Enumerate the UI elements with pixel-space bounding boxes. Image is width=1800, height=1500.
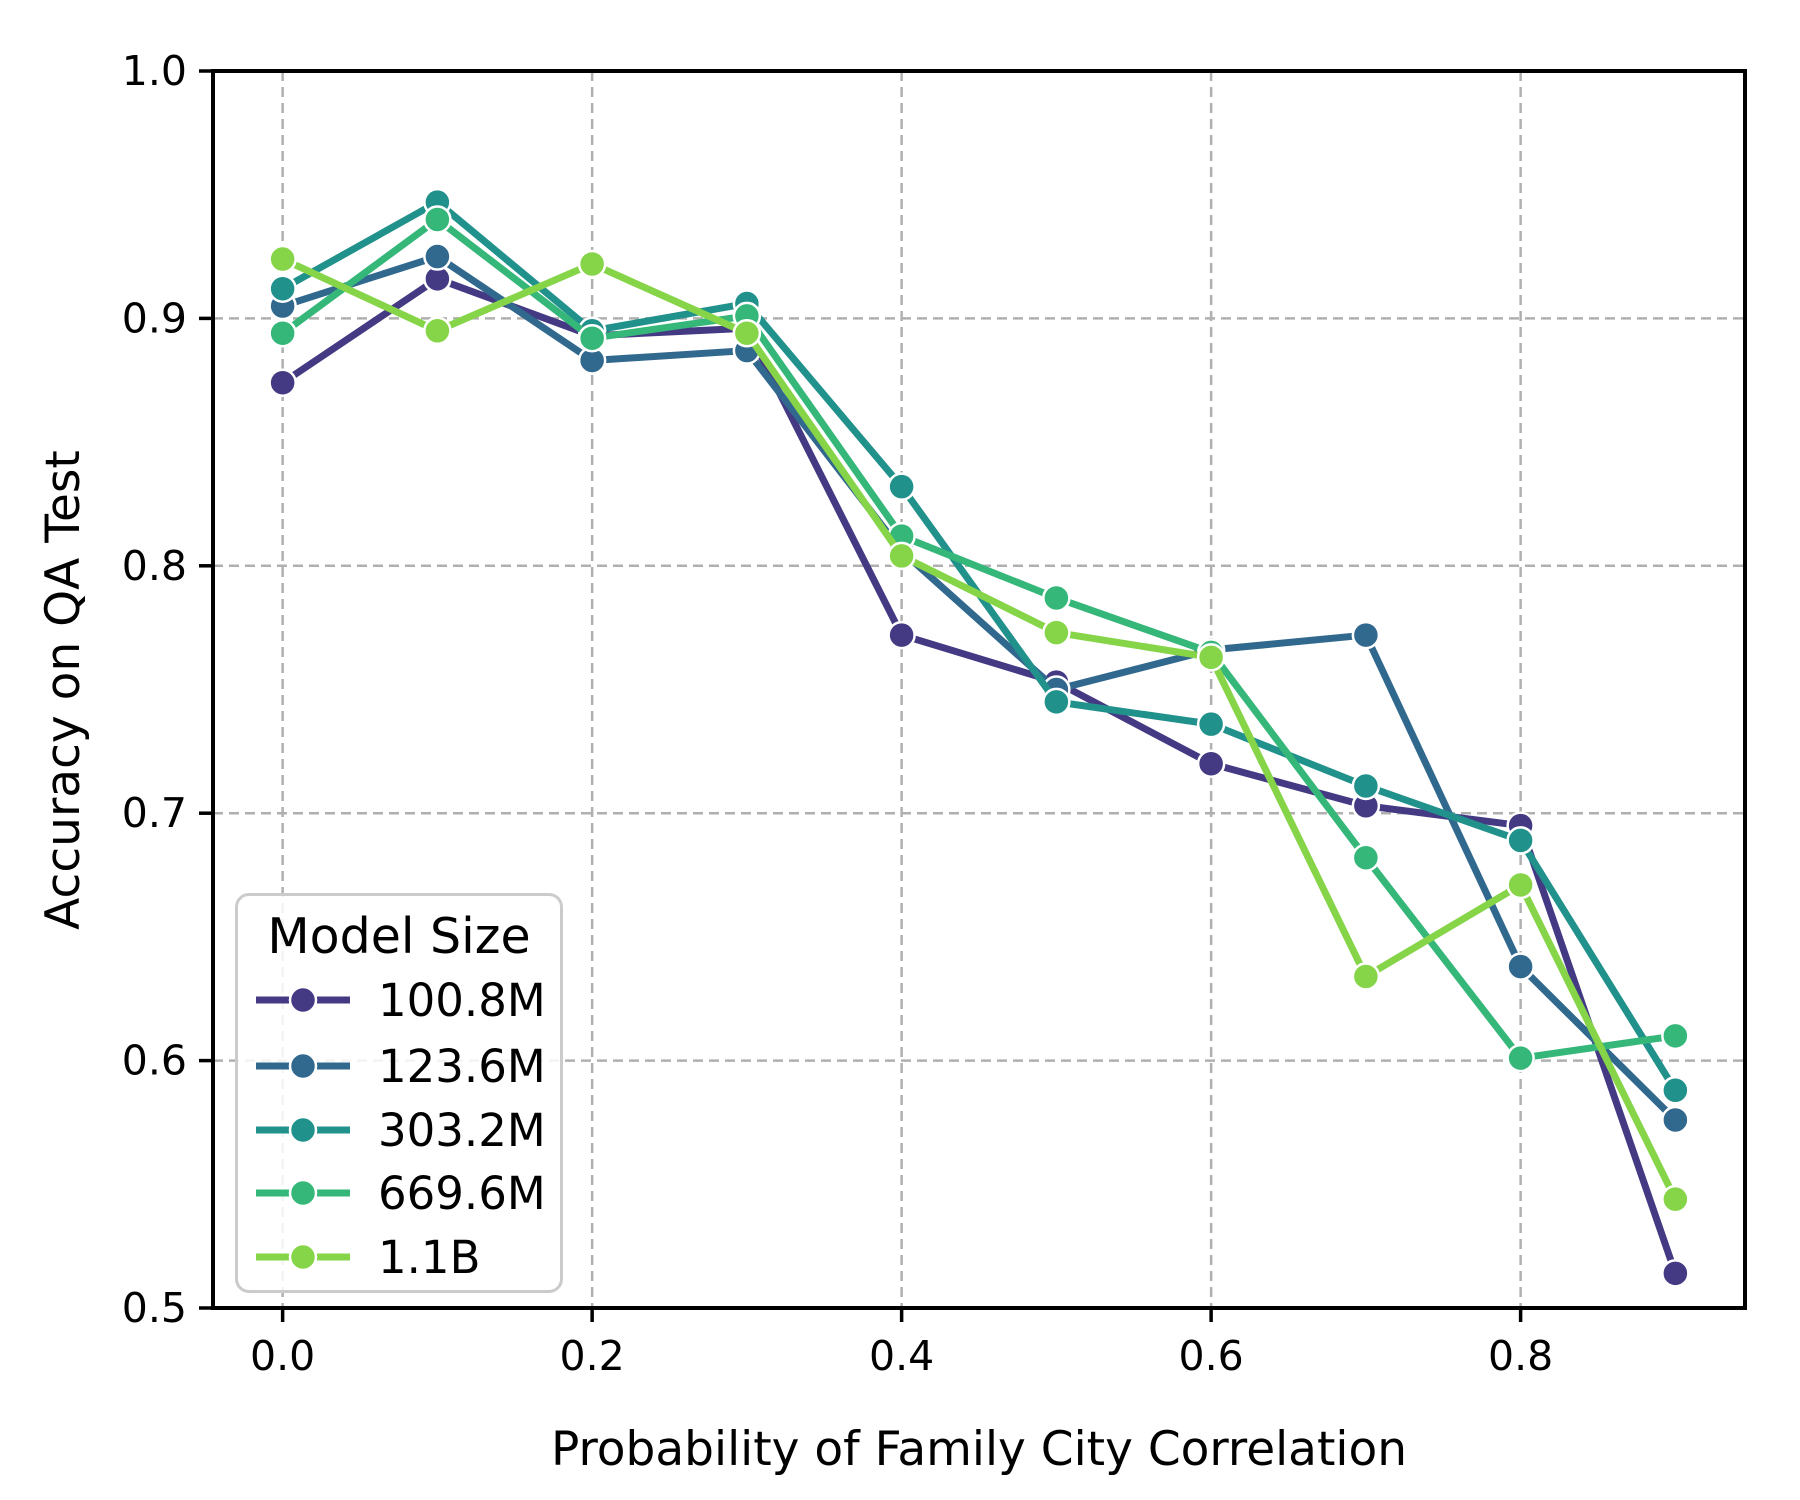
data-point: [1661, 1105, 1690, 1135]
legend-label: 123.6M: [378, 1039, 546, 1093]
data-point: [1506, 952, 1535, 981]
legend-marker-icon: [256, 1178, 350, 1208]
data-point: [1506, 1043, 1535, 1073]
legend-label: 669.6M: [378, 1166, 546, 1220]
ticks: [199, 69, 1523, 1322]
data-point: [423, 242, 452, 271]
y-tick-label: 1.0: [122, 47, 187, 95]
data-point: [1506, 826, 1535, 855]
x-tick-label: 0.0: [250, 1332, 315, 1380]
data-point: [268, 318, 297, 348]
data-point: [1351, 962, 1381, 991]
series-669.6M: [268, 205, 1690, 1073]
y-tick-label: 0.6: [122, 1037, 187, 1085]
y-tick-label: 0.9: [122, 294, 187, 342]
data-point: [268, 244, 297, 274]
y-tick-label: 0.8: [122, 542, 187, 590]
data-point: [887, 620, 916, 650]
data-point: [1196, 709, 1226, 739]
x-tick-label: 0.4: [869, 1332, 934, 1380]
legend-item-123.6M: 123.6M: [254, 1034, 546, 1098]
x-tick-label: 0.6: [1179, 1332, 1244, 1380]
y-axis-title: Accuracy on QA Test: [36, 450, 91, 930]
legend-marker-icon: [256, 985, 350, 1015]
legend-box: Model Size 100.8M 123.6M 303.2M 669.6M 1.1B: [235, 893, 563, 1293]
y-tick-label: 0.7: [122, 789, 187, 837]
legend-item-303.2M: 303.2M: [254, 1098, 546, 1162]
legend-marker-icon: [256, 1115, 350, 1145]
legend-marker-icon: [256, 1242, 350, 1272]
legend-item-1.1B: 1.1B: [254, 1225, 480, 1289]
series-line: [280, 215, 1676, 1062]
axes-spines: [211, 69, 1747, 1310]
series-line: [281, 253, 1678, 1123]
data-point: [1351, 843, 1381, 872]
data-point: [577, 249, 607, 279]
x-tick-label: 0.8: [1488, 1332, 1553, 1380]
legend-item-669.6M: 669.6M: [254, 1161, 546, 1225]
series-1.1B: [268, 244, 1690, 1214]
legend-item-100.8M: 100.8M: [254, 968, 546, 1032]
data-point: [1351, 620, 1381, 650]
data-point: [887, 472, 916, 501]
data-point: [1196, 749, 1226, 778]
x-tick-label: 0.2: [560, 1332, 625, 1380]
data-point: [268, 274, 297, 303]
data-point: [732, 318, 762, 348]
data-point: [1042, 687, 1071, 717]
legend-label: 100.8M: [378, 973, 546, 1027]
series-line: [281, 255, 1679, 1201]
legend-title: Model Size: [267, 908, 531, 965]
legend-marker-icon: [256, 1051, 350, 1081]
data-point: [1661, 1021, 1690, 1051]
data-point: [1661, 1259, 1690, 1288]
data-point: [1351, 771, 1381, 801]
data-point: [1042, 618, 1071, 647]
data-point: [423, 316, 452, 346]
data-point: [1661, 1184, 1690, 1214]
data-point: [1042, 583, 1071, 613]
data-point: [577, 323, 607, 353]
data-point: [268, 368, 297, 397]
legend-label: 1.1B: [378, 1230, 481, 1284]
x-axis-title: Probability of Family City Correlation: [550, 1422, 1408, 1477]
data-point: [887, 541, 916, 571]
data-point: [1196, 643, 1226, 672]
data-point: [423, 205, 452, 234]
y-tick-label: 0.5: [122, 1284, 187, 1332]
legend-label: 303.2M: [378, 1103, 546, 1157]
tick-labels: 0.0 0.2 0.4 0.6 0.8 0.5 0.6 0.7 0.8 0.9 1.0: [122, 47, 1553, 1380]
data-point: [1661, 1076, 1690, 1105]
data-point: [1506, 870, 1535, 900]
